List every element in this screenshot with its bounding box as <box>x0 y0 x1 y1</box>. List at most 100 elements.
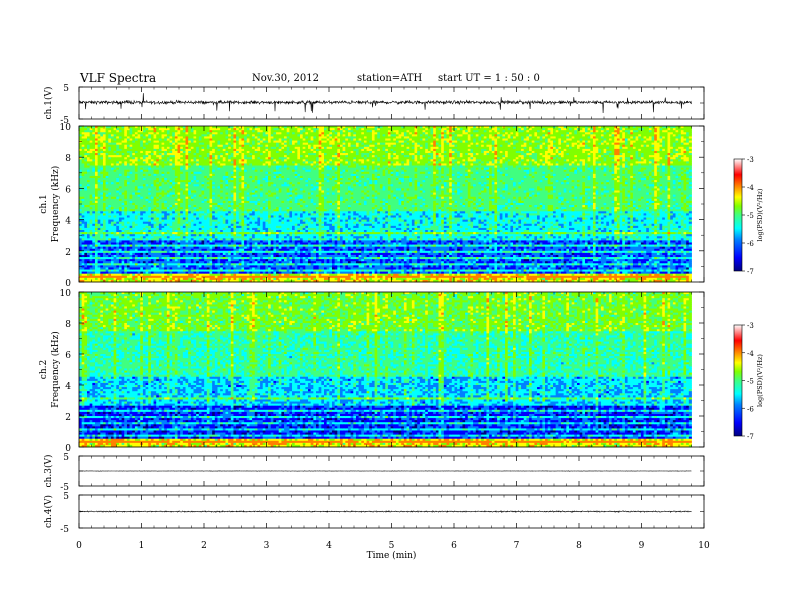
spectrogram-cell <box>100 188 104 191</box>
spectrogram-cell <box>92 175 96 179</box>
spectrogram-cell <box>86 130 91 133</box>
spectrogram-cell <box>81 180 85 183</box>
spectrogram-cell <box>110 142 115 146</box>
spectrogram-cell <box>79 221 83 225</box>
spectrogram-cell <box>81 200 85 204</box>
spectrogram-cell <box>81 259 85 262</box>
spectrogram-cell <box>129 236 133 239</box>
spectrogram-cell <box>110 153 115 156</box>
spectrogram-cell <box>81 169 85 173</box>
spectrogram-cell <box>108 136 112 139</box>
waveform-line-ch.1(V) <box>78 93 692 114</box>
spectrogram-cell <box>100 273 104 277</box>
spectrogram-cell <box>124 263 128 266</box>
spectrogram-cell <box>110 248 115 252</box>
spectrogram-cell <box>97 263 101 266</box>
spectrogram-cell <box>110 148 115 152</box>
spectrogram-cell <box>113 190 117 193</box>
spectrogram-cell <box>89 207 93 210</box>
spectrogram-cell <box>116 159 120 162</box>
spectrogram-cell <box>118 140 123 144</box>
spectrogram-cell <box>79 267 83 270</box>
spectrogram-cell <box>79 246 83 250</box>
spectrogram-cell <box>124 188 128 191</box>
spectrogram-cell <box>126 225 130 229</box>
spectrogram-cell <box>102 134 107 137</box>
spectrogram-cell <box>97 198 101 202</box>
spectrogram-cell <box>92 132 96 135</box>
spectrogram-cell <box>100 230 104 233</box>
spectrogram-cell <box>132 213 136 216</box>
spectrogram-cell <box>124 161 128 164</box>
spectrogram-cell <box>97 167 101 171</box>
spectrogram-cell <box>108 215 112 218</box>
spectrogram-cell <box>97 221 101 225</box>
spectrogram-cell <box>134 238 138 241</box>
spectrogram-cell <box>110 182 115 185</box>
spectrogram-cell <box>105 244 109 248</box>
spectrogram-cell <box>84 240 88 243</box>
spectrogram-cell <box>132 150 136 154</box>
spectrogram-cell <box>89 171 93 175</box>
spectrogram-cell <box>86 188 91 191</box>
spectrogram-cell <box>124 182 128 185</box>
spectrogram-cell <box>129 159 133 162</box>
spectrogram-cell <box>94 142 99 146</box>
spectrogram-cell <box>102 153 107 156</box>
spectrogram-cell <box>121 265 125 268</box>
spectrogram-cell <box>108 128 112 131</box>
spectrogram-cell <box>86 254 91 258</box>
spectrogram-cell <box>97 173 101 177</box>
spectrogram-cell <box>126 246 130 250</box>
spectrogram-cell <box>137 223 141 227</box>
spectrogram-cell <box>79 161 83 164</box>
spectrogram-cell <box>105 165 109 168</box>
spectrogram-cell <box>118 236 123 239</box>
spectrogram-cell <box>84 192 88 196</box>
spectrogram-cell <box>137 165 141 168</box>
spectrogram-cell <box>126 200 130 204</box>
spectrogram-cell <box>124 148 128 152</box>
spectrogram-cell <box>134 219 138 223</box>
spectrogram-cell <box>81 163 85 166</box>
spectrogram-cell <box>84 279 88 283</box>
spectrogram-cell <box>105 248 109 252</box>
spectrogram-cell <box>94 180 99 183</box>
spectrogram-cell <box>132 250 136 254</box>
spectrogram-cell <box>108 254 112 258</box>
spectrogram-cell <box>126 202 130 206</box>
spectrogram-cell <box>113 188 117 191</box>
spectrogram-cell <box>118 138 123 141</box>
spectrogram-cell <box>94 248 99 252</box>
spectrogram-cell <box>110 242 115 245</box>
spectrogram-cell <box>132 173 136 177</box>
spectrogram-cell <box>84 173 88 177</box>
spectrogram-cell <box>108 259 112 262</box>
spectrogram-cell <box>116 232 120 235</box>
spectrogram-cell <box>129 248 133 252</box>
spectrogram-cell <box>116 219 120 223</box>
spectrogram-cell <box>105 186 109 189</box>
spectrogram-cell <box>124 223 128 227</box>
spectrogram-cell <box>113 175 117 179</box>
spectrogram-cell <box>100 261 104 264</box>
spectrogram-cell <box>100 140 104 144</box>
spectrogram-cell <box>86 263 91 266</box>
spectrogram-cell <box>94 223 99 227</box>
spectrogram-cell <box>132 277 136 281</box>
spectrogram-cell <box>81 252 85 256</box>
spectrogram-cell <box>132 157 136 160</box>
spectrogram-cell <box>129 169 133 173</box>
spectrogram-cell <box>113 238 117 241</box>
spectrogram-cell <box>113 271 117 275</box>
spectrogram-cell <box>100 238 104 241</box>
spectrogram-cell <box>134 153 138 156</box>
spectrogram-cell <box>89 178 93 181</box>
spectrogram-cell <box>124 159 128 162</box>
spectrogram-cell <box>121 238 125 241</box>
spectrogram-cell <box>121 230 125 233</box>
spectrogram-cell <box>105 225 109 229</box>
spectrogram-cell <box>126 209 130 212</box>
spectrogram-cell <box>110 259 115 262</box>
spectrogram-cell <box>89 140 93 144</box>
